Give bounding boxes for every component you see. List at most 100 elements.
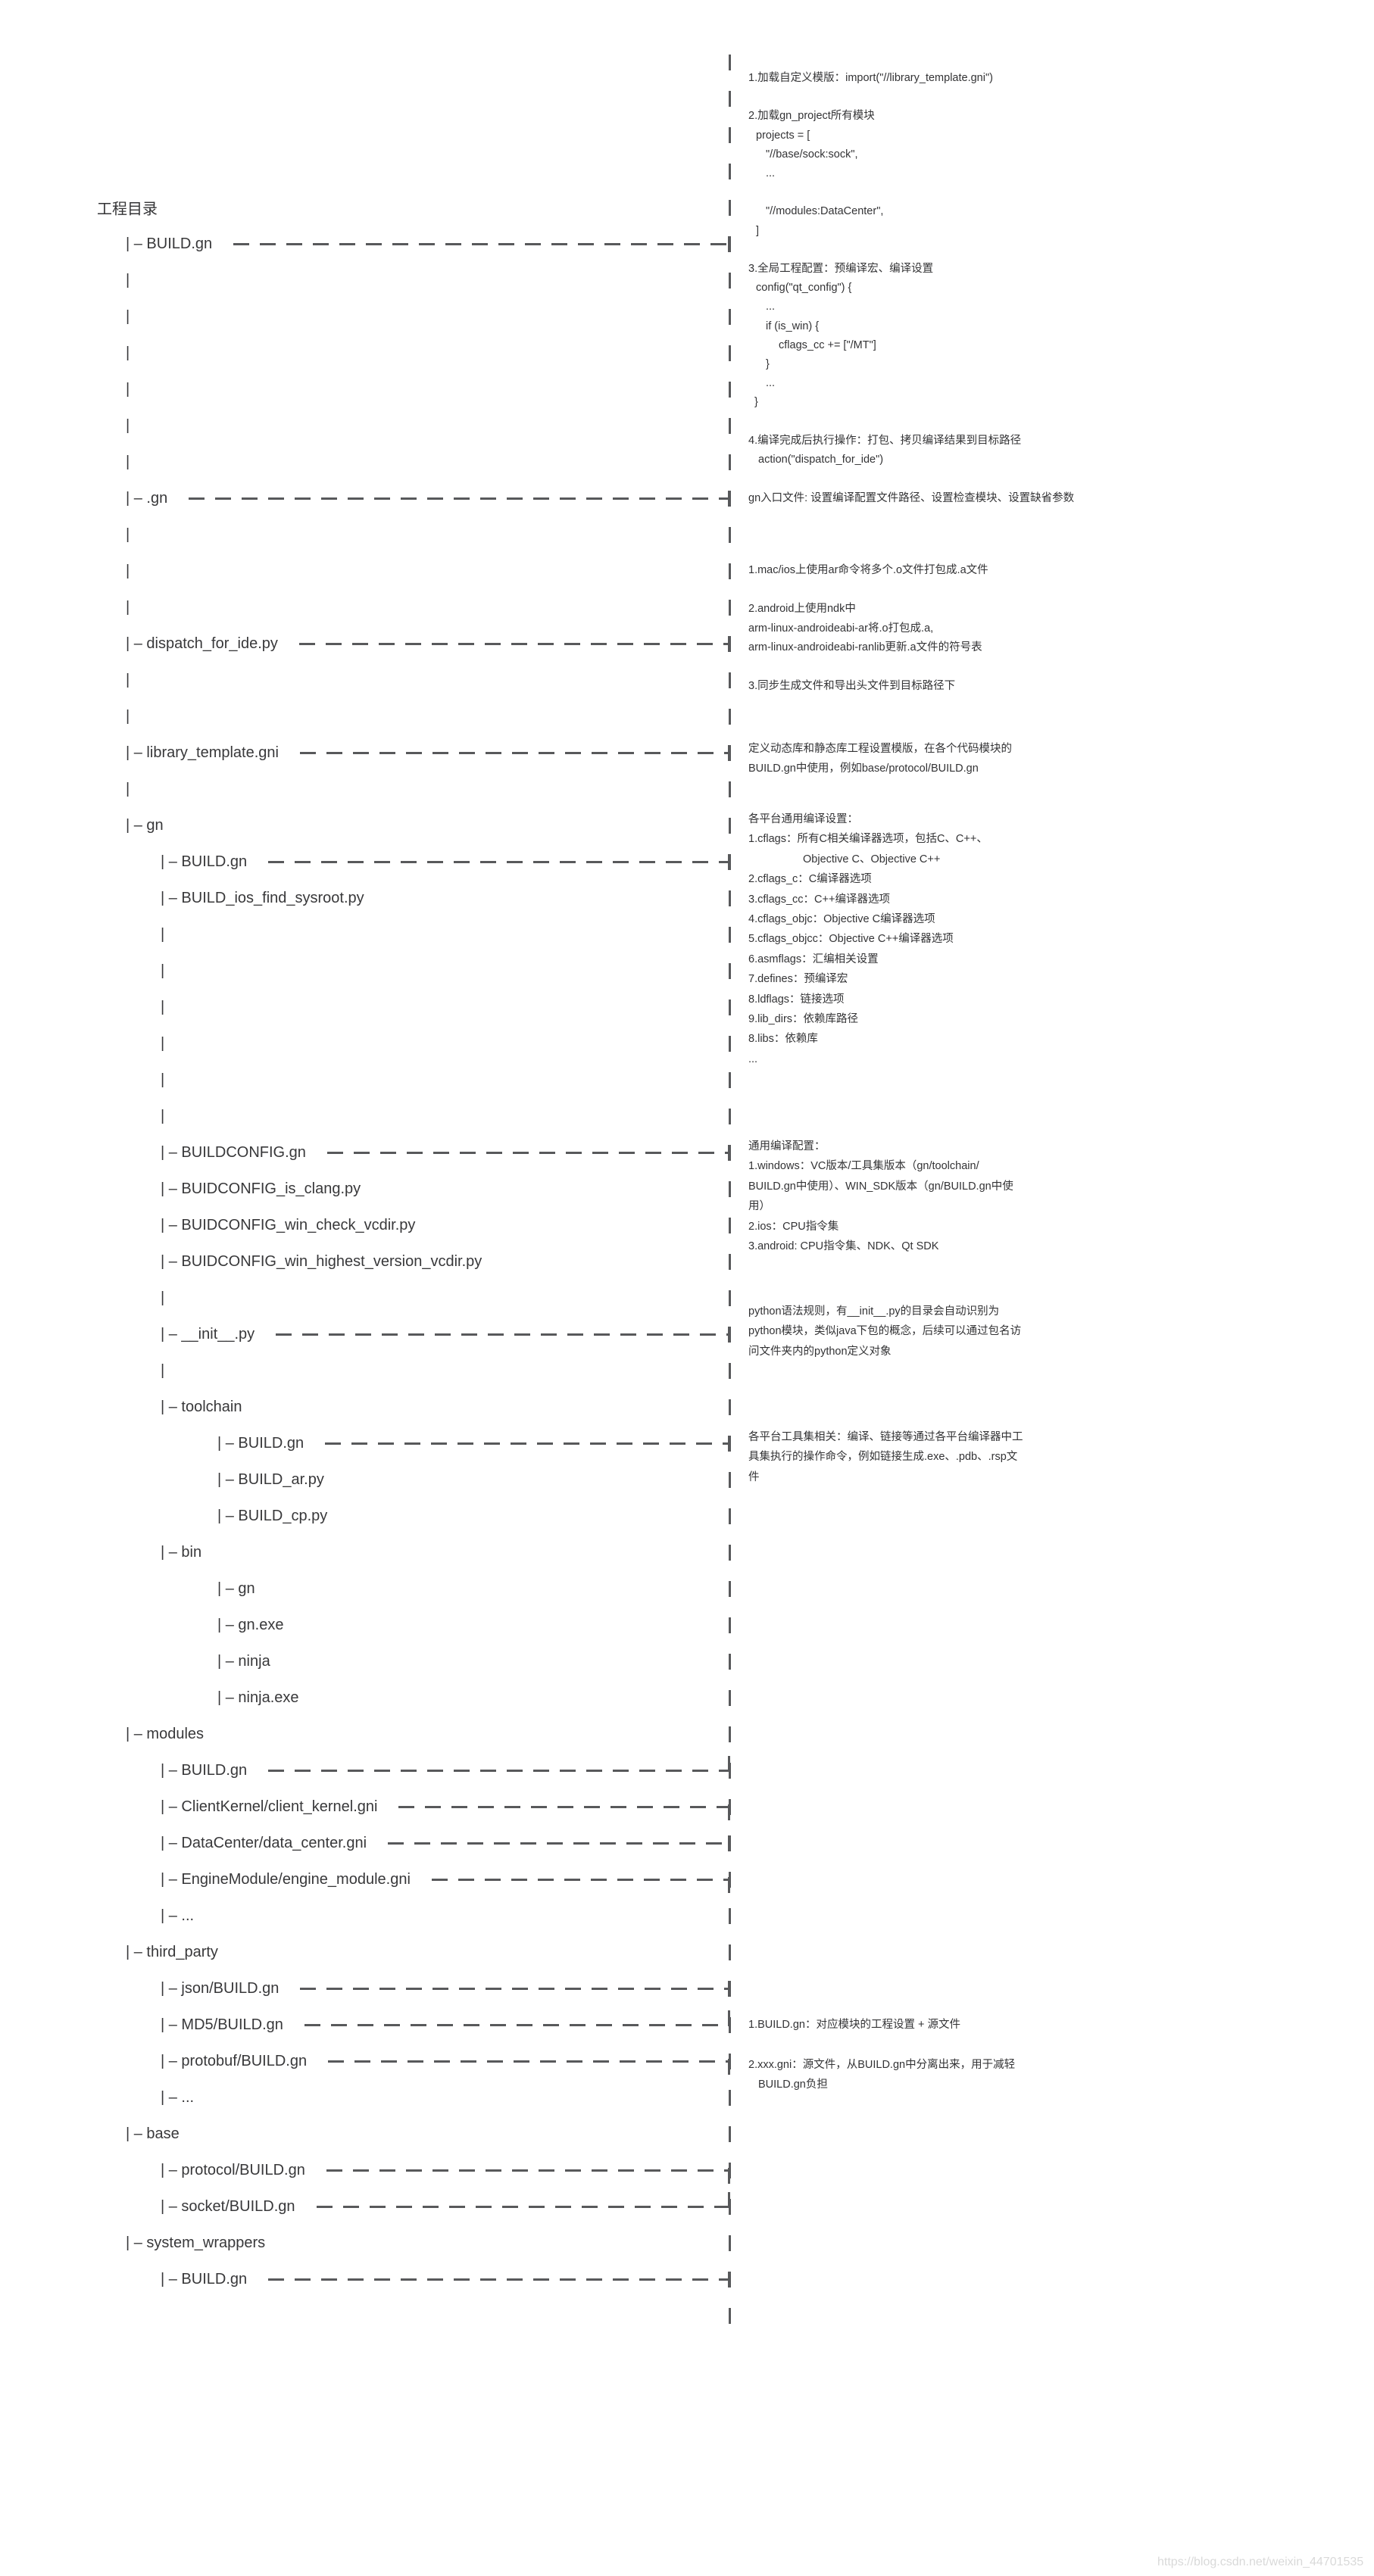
annotation-line-gn_build_gn: 各平台通用编译设置： xyxy=(748,812,858,825)
tree-branch-pipe: | xyxy=(126,418,730,433)
tree-item--init-py: | – __init__.py xyxy=(161,1326,730,1343)
tree-pipe-glyph: | xyxy=(126,272,130,288)
tree-item-label: | – protobuf/BUILD.gn xyxy=(161,2053,308,2069)
tree-branch-pipe: | xyxy=(161,1109,730,1124)
tree-branch-pipe: | xyxy=(161,927,730,942)
dash-connector xyxy=(298,635,731,652)
annotation-line-gn_build_gn: 8.libs：依赖库 xyxy=(748,1033,818,1046)
annotation-line-module_build_gn: 2.xxx.gni：源文件，从BUILD.gn中分离出来，用于减轻 xyxy=(748,2058,1016,2071)
tree-pipe-glyph: | xyxy=(161,999,165,1015)
dash-connector xyxy=(299,744,731,761)
tree-item--: | – ... xyxy=(161,1908,730,1923)
tree-branch-pipe: | xyxy=(126,563,730,579)
tree-item-build-gn: | – BUILD.gn xyxy=(161,2271,730,2288)
tree-branch-pipe: | xyxy=(161,1363,730,1378)
tree-branch-pipe: | xyxy=(161,1036,730,1051)
tree-item-label: | – DataCenter/data_center.gni xyxy=(161,1835,367,1851)
annotation-line-toolchain_build_gn: 各平台工具集相关：编译、链接等通过各平台编译器中工 xyxy=(748,1430,1023,1443)
annotation-line-buildconfig: 1.windows：VC版本/工具集版本（gn/toolchain/ xyxy=(748,1160,979,1173)
tree-item-build-cp-py: | – BUILD_cp.py xyxy=(217,1508,730,1523)
tree-branch-pipe: | xyxy=(161,1000,730,1015)
tree-pipe-glyph: | xyxy=(126,381,130,398)
tree-item-label: | – BUILD.gn xyxy=(161,853,248,870)
tree-pipe-glyph: | xyxy=(161,926,165,943)
tree-item-gn-exe: | – gn.exe xyxy=(217,1617,730,1633)
annotation-line-buildconfig: 2.ios：CPU指令集 xyxy=(748,1220,839,1233)
tree-item-third-party: | – third_party xyxy=(126,1944,730,1960)
annotation-line-root_build_gn: action("dispatch_for_ide") xyxy=(758,453,884,466)
annotation-line-init_py: python语法规则，有__init__.py的目录会自动识别为 xyxy=(748,1305,1000,1318)
tree-item-gn: | – gn xyxy=(217,1581,730,1596)
annotation-line-gn_build_gn: Objective C、Objective C++ xyxy=(803,853,941,865)
tree-item-label: | – dispatch_for_ide.py xyxy=(126,635,278,652)
tree-item-label: | – .gn xyxy=(126,490,168,507)
annotation-line-root_build_gn: "//base/sock:sock", xyxy=(766,148,858,161)
tree-pipe-glyph: | xyxy=(161,1362,165,1379)
tree-pipe-glyph: | xyxy=(161,962,165,979)
tree-branch-pipe: | xyxy=(126,600,730,615)
annotation-line-root_build_gn: } xyxy=(766,357,770,370)
annotation-line-dispatch_for_ide: 3.同步生成文件和导出头文件到目标路径下 xyxy=(748,679,956,692)
tree-pipe-glyph: | xyxy=(126,454,130,470)
tree-item-label: | – BUILD.gn xyxy=(161,1762,248,1779)
tree-item-buidconfig-win-check-vcdir-py: | – BUIDCONFIG_win_check_vcdir.py xyxy=(161,1218,730,1233)
tree-item-system-wrappers: | – system_wrappers xyxy=(126,2235,730,2250)
tree-item-label: | – ninja.exe xyxy=(217,1689,299,1706)
tree-item-label: | – EngineModule/engine_module.gni xyxy=(161,1871,411,1888)
annotation-line-root_build_gn: 4.编译完成后执行操作：打包、拷贝编译结果到目标路径 xyxy=(748,434,1022,447)
tree-item-label: | – BUILD_cp.py xyxy=(217,1508,328,1524)
annotation-line-gn_build_gn: 3.cflags_cc：C++编译器选项 xyxy=(748,893,890,906)
tree-item-buidconfig-win-highest-version-vcdir-py: | – BUIDCONFIG_win_highest_version_vcdir… xyxy=(161,1254,730,1269)
annotation-line-library_template: 定义动态库和静态库工程设置模版，在各个代码模块的 xyxy=(748,742,1012,755)
annotation-line-gn_build_gn: 1.cflags：所有C相关编译器选项，包括C、C++、 xyxy=(748,833,988,846)
dash-connector xyxy=(431,1876,731,1893)
dash-connector xyxy=(326,1144,731,1161)
tree-item-protocol-build-gn: | – protocol/BUILD.gn xyxy=(161,2163,731,2184)
dash-connector xyxy=(326,2167,731,2184)
tree-item-json-build-gn: | – json/BUILD.gn xyxy=(161,1980,730,1997)
annotation-line-buildconfig: BUILD.gn中使用）、WIN_SDK版本（gn/BUILD.gn中使 xyxy=(748,1180,1013,1193)
tree-item-enginemodule-engine-module-gni: | – EngineModule/engine_module.gni xyxy=(161,1871,731,1893)
tree-item-ninja-exe: | – ninja.exe xyxy=(217,1690,730,1705)
tree-item-label: | – BUILD.gn xyxy=(126,235,213,252)
annotation-line-init_py: python模块，类似java下包的概念，后续可以通过包名访 xyxy=(748,1325,1022,1338)
tree-item-label: | – system_wrappers xyxy=(126,2235,266,2251)
dash-connector xyxy=(398,1804,730,1820)
tree-item-buidconfig-is-clang-py: | – BUIDCONFIG_is_clang.py xyxy=(161,1181,730,1196)
tree-pipe-glyph: | xyxy=(126,417,130,434)
tree-item-modules: | – modules xyxy=(126,1726,730,1742)
tree-item-build-gn: | – BUILD.gn xyxy=(217,1435,730,1452)
annotation-line-module_build_gn: 1.BUILD.gn：对应模块的工程设置 + 源文件 xyxy=(748,2018,960,2031)
tree-pipe-glyph: | xyxy=(161,1035,165,1052)
tree-item-label: | – json/BUILD.gn xyxy=(161,1980,279,1997)
tree-pipe-glyph: | xyxy=(126,563,130,579)
tree-pipe-glyph: | xyxy=(126,599,130,616)
tree-item-ninja: | – ninja xyxy=(217,1654,730,1669)
annotation-line-dispatch_for_ide: arm-linux-androideabi-ar将.o打包成.a, xyxy=(748,622,934,635)
tree-item-label: | – gn xyxy=(126,817,164,834)
tree-pipe-glyph: | xyxy=(126,526,130,543)
annotation-line-dispatch_for_ide: 1.mac/ios上使用ar命令将多个.o文件打包成.a文件 xyxy=(748,563,988,576)
tree-item-label: | – __init__.py xyxy=(161,1326,255,1343)
tree-item-label: | – ClientKernel/client_kernel.gni xyxy=(161,1798,378,1815)
annotation-line-toolchain_build_gn: 件 xyxy=(748,1470,760,1483)
tree-item-label: | – toolchain xyxy=(161,1399,242,1415)
tree-item-base: | – base xyxy=(126,2126,730,2141)
annotation-line-library_template: BUILD.gn中使用，例如base/protocol/BUILD.gn xyxy=(748,762,979,775)
tree-branch-pipe: | xyxy=(126,709,730,724)
annotation-line-module_build_gn: BUILD.gn负担 xyxy=(758,2078,828,2091)
tree-item-label: | – BUIDCONFIG_win_highest_version_vcdir… xyxy=(161,1253,482,1270)
annotation-line-buildconfig: 3.android: CPU指令集、NDK、Qt SDK xyxy=(748,1240,939,1252)
tree-item-toolchain: | – toolchain xyxy=(161,1399,730,1414)
tree-pipe-glyph: | xyxy=(126,708,130,725)
annotation-line-gn_build_gn: 6.asmflags：汇编相关设置 xyxy=(748,953,879,965)
tree-branch-pipe: | xyxy=(161,1290,730,1305)
dash-connector xyxy=(304,2010,731,2026)
tree-item-label: | – MD5/BUILD.gn xyxy=(161,2016,283,2033)
tree-branch-pipe: | xyxy=(126,273,730,288)
dash-connector xyxy=(388,1835,730,1851)
tree-branch-pipe: | xyxy=(126,309,730,324)
tree-item-label: | – BUIDCONFIG_win_check_vcdir.py xyxy=(161,1217,416,1233)
annotation-line-root_build_gn: if (is_win) { xyxy=(766,320,820,332)
tree-item-build-gn: | – BUILD.gn xyxy=(126,235,730,252)
